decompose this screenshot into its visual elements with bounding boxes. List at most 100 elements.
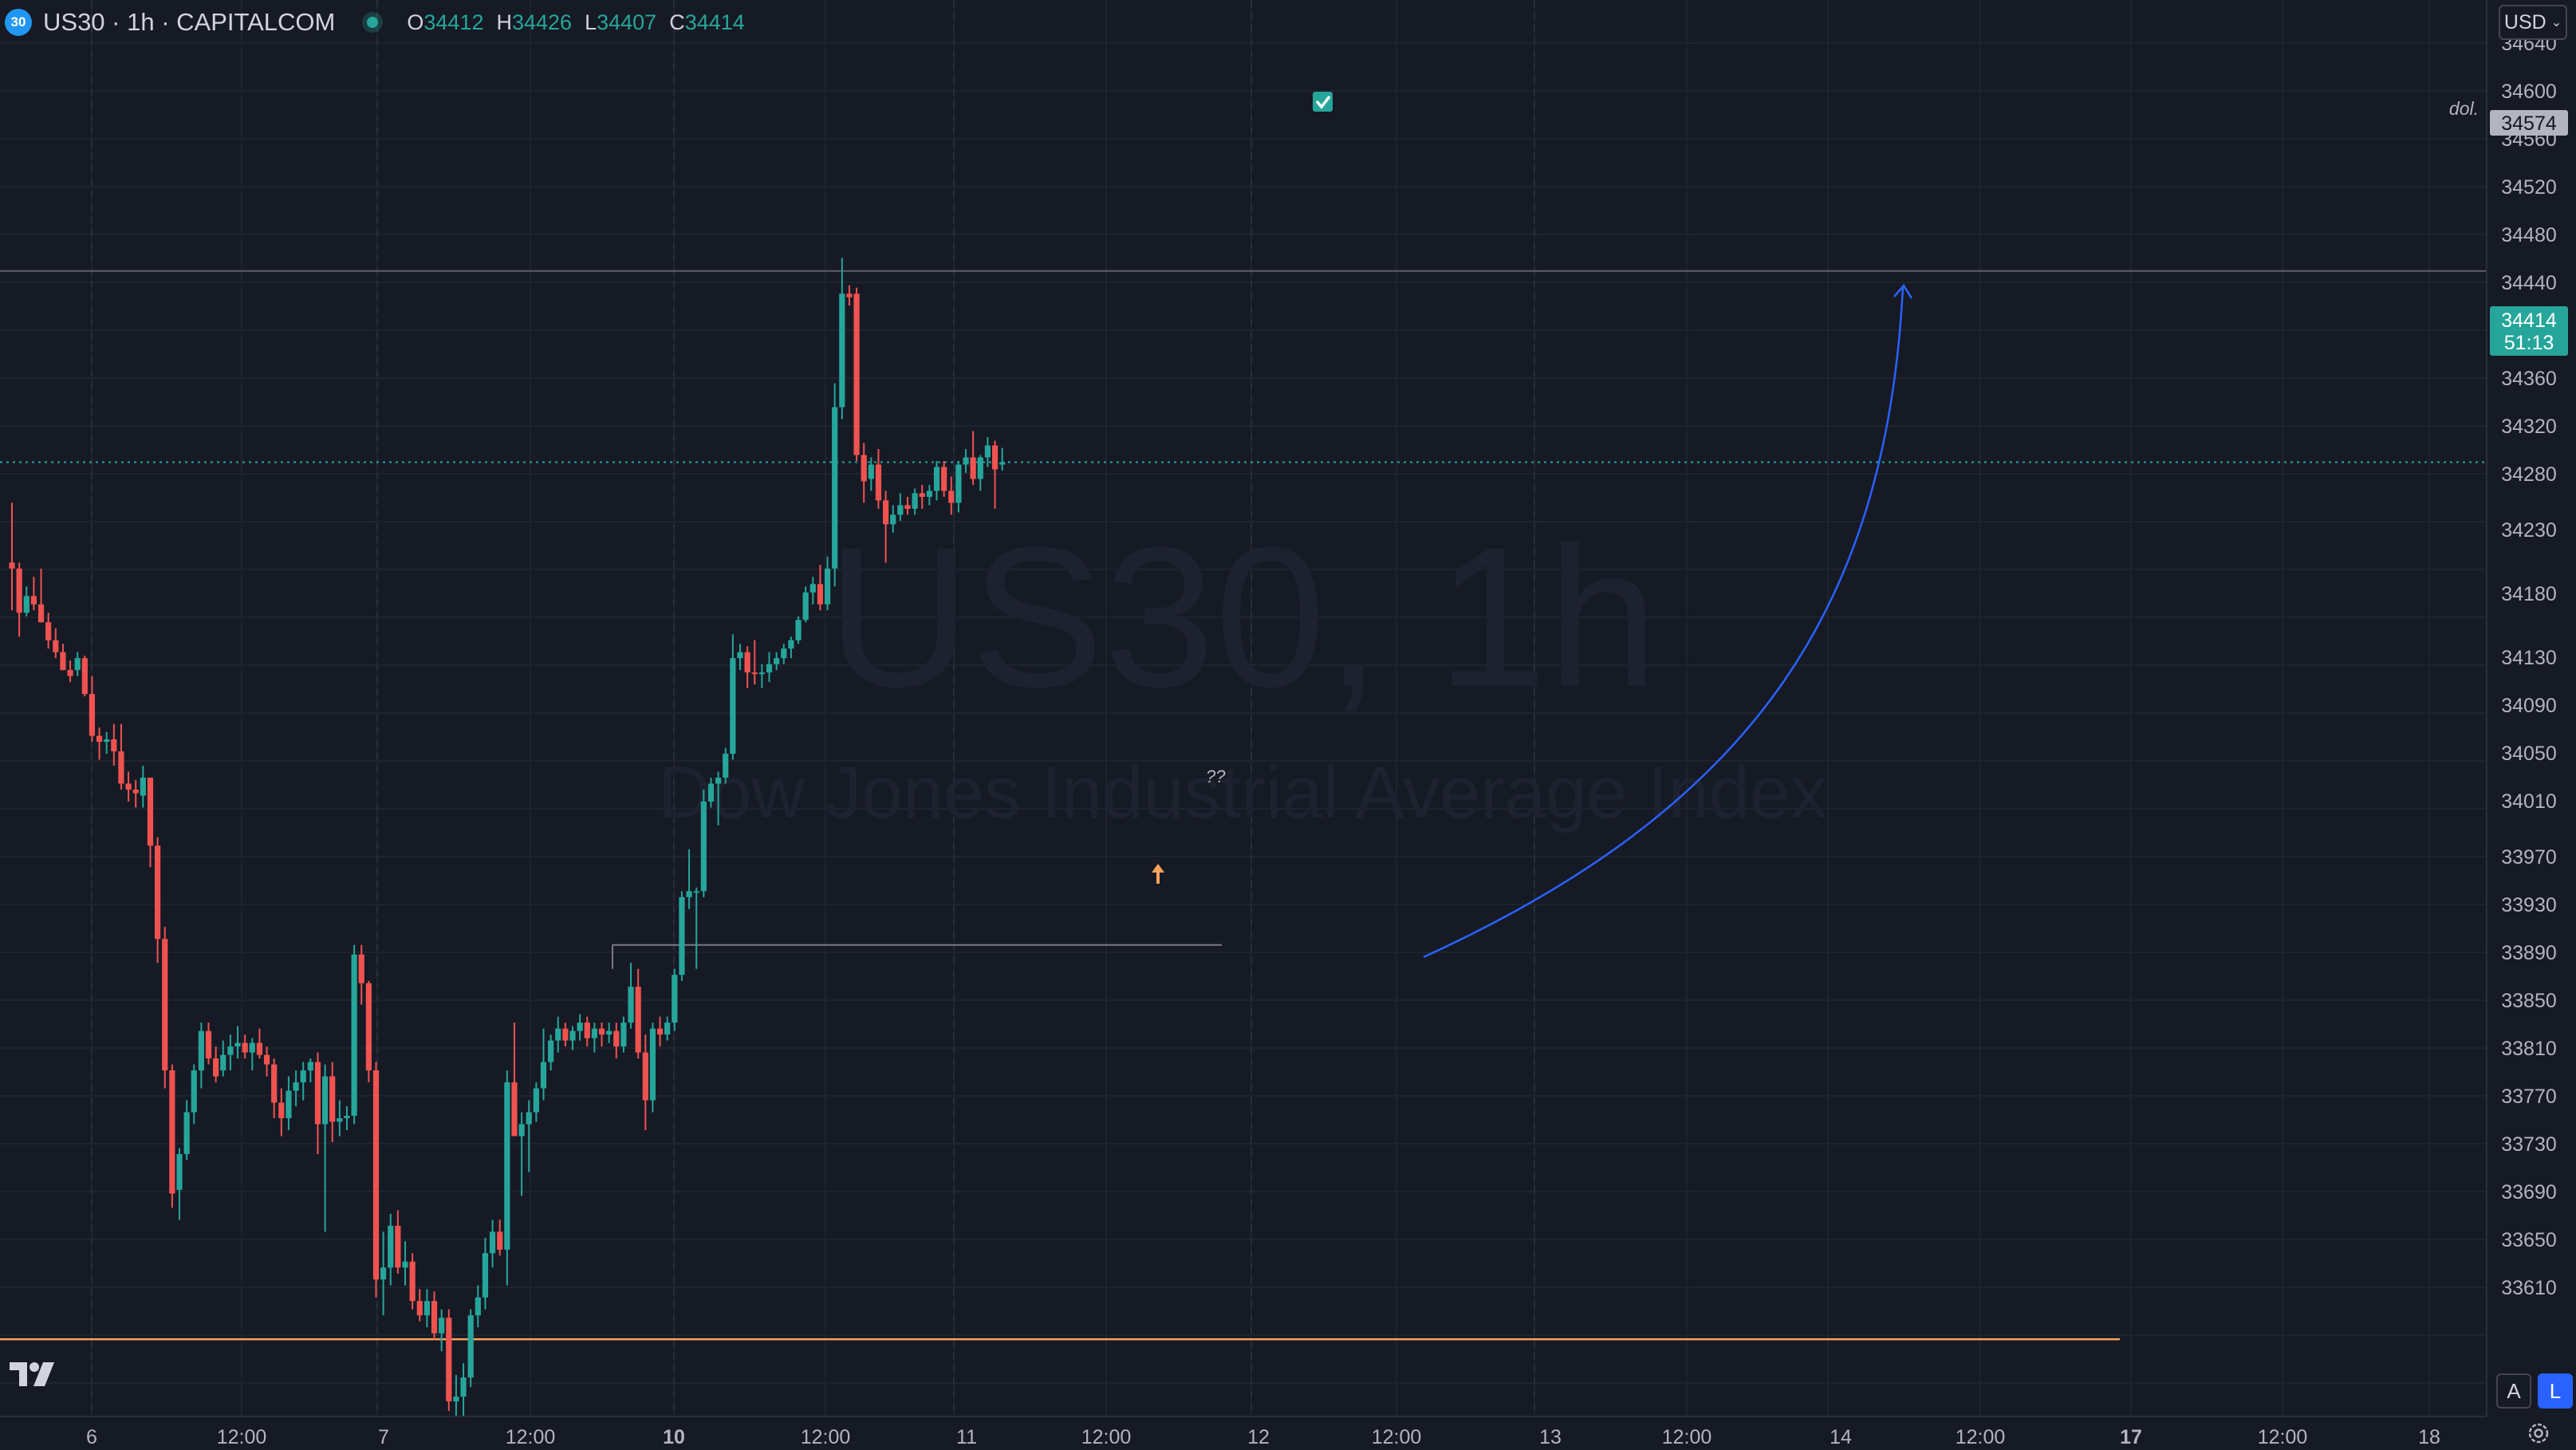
candle[interactable] bbox=[548, 1034, 554, 1071]
candle[interactable] bbox=[649, 1022, 656, 1113]
candle[interactable] bbox=[737, 644, 743, 671]
candle[interactable] bbox=[388, 1213, 394, 1286]
candle[interactable] bbox=[868, 457, 874, 491]
candle[interactable] bbox=[904, 496, 911, 515]
candle[interactable] bbox=[191, 1064, 197, 1125]
candle[interactable] bbox=[751, 640, 758, 685]
candle[interactable] bbox=[365, 980, 372, 1083]
candle[interactable] bbox=[555, 1016, 561, 1053]
candle[interactable] bbox=[329, 1062, 336, 1142]
candle[interactable] bbox=[700, 789, 707, 897]
candle[interactable] bbox=[824, 556, 831, 611]
candle[interactable] bbox=[431, 1291, 438, 1340]
candle[interactable] bbox=[758, 664, 765, 688]
candle[interactable] bbox=[584, 1016, 590, 1047]
candle[interactable] bbox=[81, 656, 88, 697]
candle[interactable] bbox=[781, 644, 787, 664]
candle[interactable] bbox=[155, 837, 161, 963]
candle[interactable] bbox=[955, 460, 962, 513]
candle[interactable] bbox=[875, 449, 882, 509]
candle[interactable] bbox=[686, 849, 692, 909]
candle[interactable] bbox=[300, 1062, 306, 1101]
candle[interactable] bbox=[380, 1231, 387, 1316]
candle[interactable] bbox=[999, 447, 1006, 471]
candle[interactable] bbox=[242, 1034, 248, 1059]
candle[interactable] bbox=[205, 1022, 212, 1065]
candle[interactable] bbox=[169, 1064, 175, 1208]
candle[interactable] bbox=[598, 1022, 605, 1047]
candle[interactable] bbox=[707, 778, 715, 808]
candle[interactable] bbox=[518, 1112, 525, 1196]
candle[interactable] bbox=[744, 646, 750, 688]
candle[interactable] bbox=[628, 963, 634, 1029]
note-label[interactable]: ?? bbox=[1206, 766, 1226, 786]
candle[interactable] bbox=[16, 562, 22, 637]
candle[interactable] bbox=[948, 476, 955, 515]
candle[interactable] bbox=[344, 1106, 350, 1130]
candle[interactable] bbox=[234, 1026, 241, 1059]
candle[interactable] bbox=[278, 1088, 285, 1137]
candle[interactable] bbox=[540, 1028, 547, 1101]
candle[interactable] bbox=[213, 1046, 219, 1083]
candle[interactable] bbox=[416, 1289, 423, 1322]
candle[interactable] bbox=[912, 488, 918, 515]
price-scale-bg[interactable] bbox=[2487, 0, 2576, 1417]
candle[interactable] bbox=[679, 891, 685, 981]
candle[interactable] bbox=[839, 258, 845, 420]
candle[interactable] bbox=[314, 1052, 321, 1154]
candle[interactable] bbox=[970, 431, 976, 485]
candle[interactable] bbox=[372, 1062, 380, 1298]
candle[interactable] bbox=[977, 455, 983, 491]
candle[interactable] bbox=[132, 780, 139, 808]
candle[interactable] bbox=[774, 652, 780, 671]
candle[interactable] bbox=[635, 968, 641, 1059]
candle[interactable] bbox=[664, 1016, 671, 1041]
candle[interactable] bbox=[562, 1022, 569, 1047]
candle[interactable] bbox=[533, 1082, 539, 1122]
candle[interactable] bbox=[861, 443, 867, 503]
candle[interactable] bbox=[890, 505, 896, 533]
candle[interactable] bbox=[832, 383, 838, 587]
candle[interactable] bbox=[672, 968, 678, 1031]
candle[interactable] bbox=[67, 660, 73, 683]
candle[interactable] bbox=[846, 285, 853, 306]
candle[interactable] bbox=[9, 502, 15, 611]
candle[interactable] bbox=[723, 747, 729, 784]
symbol-header[interactable]: 30 US30 · 1h · CAPITALCOM O34412 H34426 … bbox=[5, 5, 745, 40]
candle[interactable] bbox=[809, 577, 816, 605]
candle[interactable] bbox=[467, 1309, 474, 1388]
candle[interactable] bbox=[941, 460, 947, 497]
candle[interactable] bbox=[482, 1237, 489, 1310]
candle[interactable] bbox=[795, 616, 802, 644]
candle[interactable] bbox=[489, 1219, 496, 1268]
candle[interactable] bbox=[147, 778, 154, 868]
candle[interactable] bbox=[286, 1076, 292, 1130]
candle[interactable] bbox=[766, 652, 773, 683]
candle[interactable] bbox=[730, 634, 736, 760]
candle[interactable] bbox=[926, 484, 932, 506]
candle[interactable] bbox=[271, 1058, 278, 1118]
candle[interactable] bbox=[439, 1309, 445, 1352]
candle[interactable] bbox=[249, 1038, 255, 1071]
candle[interactable] bbox=[293, 1070, 299, 1107]
candle[interactable] bbox=[198, 1022, 204, 1089]
candle[interactable] bbox=[140, 766, 146, 808]
candle[interactable] bbox=[45, 613, 52, 649]
candle[interactable] bbox=[74, 652, 81, 676]
candle[interactable] bbox=[475, 1285, 481, 1328]
candle[interactable] bbox=[321, 1064, 329, 1232]
candle[interactable] bbox=[176, 1148, 183, 1220]
candle[interactable] bbox=[933, 460, 940, 501]
candle[interactable] bbox=[402, 1241, 408, 1286]
candle[interactable] bbox=[919, 484, 925, 509]
candle[interactable] bbox=[351, 944, 357, 1125]
candle[interactable] bbox=[693, 887, 699, 969]
time-scale-bg[interactable] bbox=[0, 1417, 2487, 1450]
candle[interactable] bbox=[511, 1022, 518, 1137]
candle[interactable] bbox=[30, 577, 37, 611]
candle[interactable] bbox=[358, 944, 364, 1005]
currency-button[interactable]: USD ⌄ bbox=[2499, 5, 2567, 40]
market-status-icon[interactable] bbox=[367, 17, 379, 28]
candle[interactable] bbox=[715, 771, 722, 825]
